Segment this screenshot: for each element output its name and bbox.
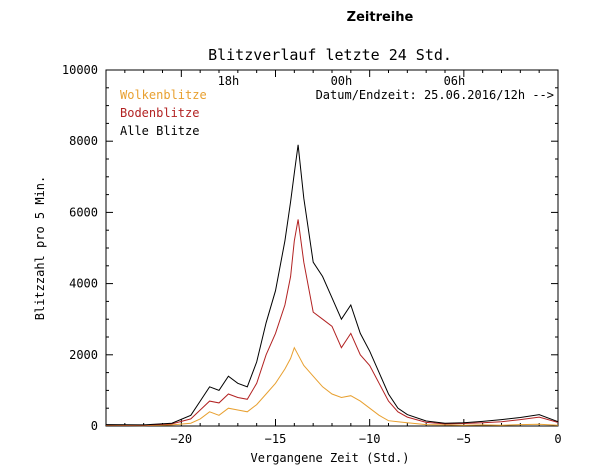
datum-annotation: Datum/Endzeit: 25.06.2016/12h --> xyxy=(316,88,554,102)
series-line-2 xyxy=(105,219,559,426)
legend: Wolkenblitze Bodenblitze Alle Blitze xyxy=(120,88,207,138)
x-tick-label: −10 xyxy=(359,432,381,446)
x-axis-label: Vergangene Zeit (Std.) xyxy=(251,451,410,465)
series-line-3 xyxy=(105,144,559,426)
top-axis-label: 00h xyxy=(331,74,353,88)
y-tick-label: 0 xyxy=(91,419,98,433)
y-tick-label: 2000 xyxy=(69,348,98,362)
legend-entry: Bodenblitze xyxy=(120,106,199,120)
x-tick-label: −20 xyxy=(170,432,192,446)
y-tick-label: 8000 xyxy=(69,134,98,148)
y-axis-label: Blitzzahl pro 5 Min. xyxy=(33,176,47,321)
axes: −20 −15 −10 −5 0 0 2000 4000 6000 8000 10000 18h 00h… xyxy=(62,63,562,446)
series-line-1 xyxy=(105,346,559,427)
x-tick-label: −15 xyxy=(265,432,287,446)
top-axis-label: 06h xyxy=(444,74,466,88)
legend-entry: Wolkenblitze xyxy=(120,88,207,102)
page-title: Zeitreihe xyxy=(346,10,414,25)
series-layer xyxy=(105,144,559,427)
x-tick-label: 0 xyxy=(554,432,561,446)
y-tick-label: 4000 xyxy=(69,277,98,291)
legend-entry: Alle Blitze xyxy=(120,124,199,138)
chart-title: Blitzverlauf letzte 24 Std. xyxy=(208,46,452,64)
y-tick-label: 6000 xyxy=(69,205,98,219)
top-axis-label: 18h xyxy=(218,74,240,88)
x-tick-label: −5 xyxy=(457,432,471,446)
y-tick-label: 10000 xyxy=(62,63,98,77)
